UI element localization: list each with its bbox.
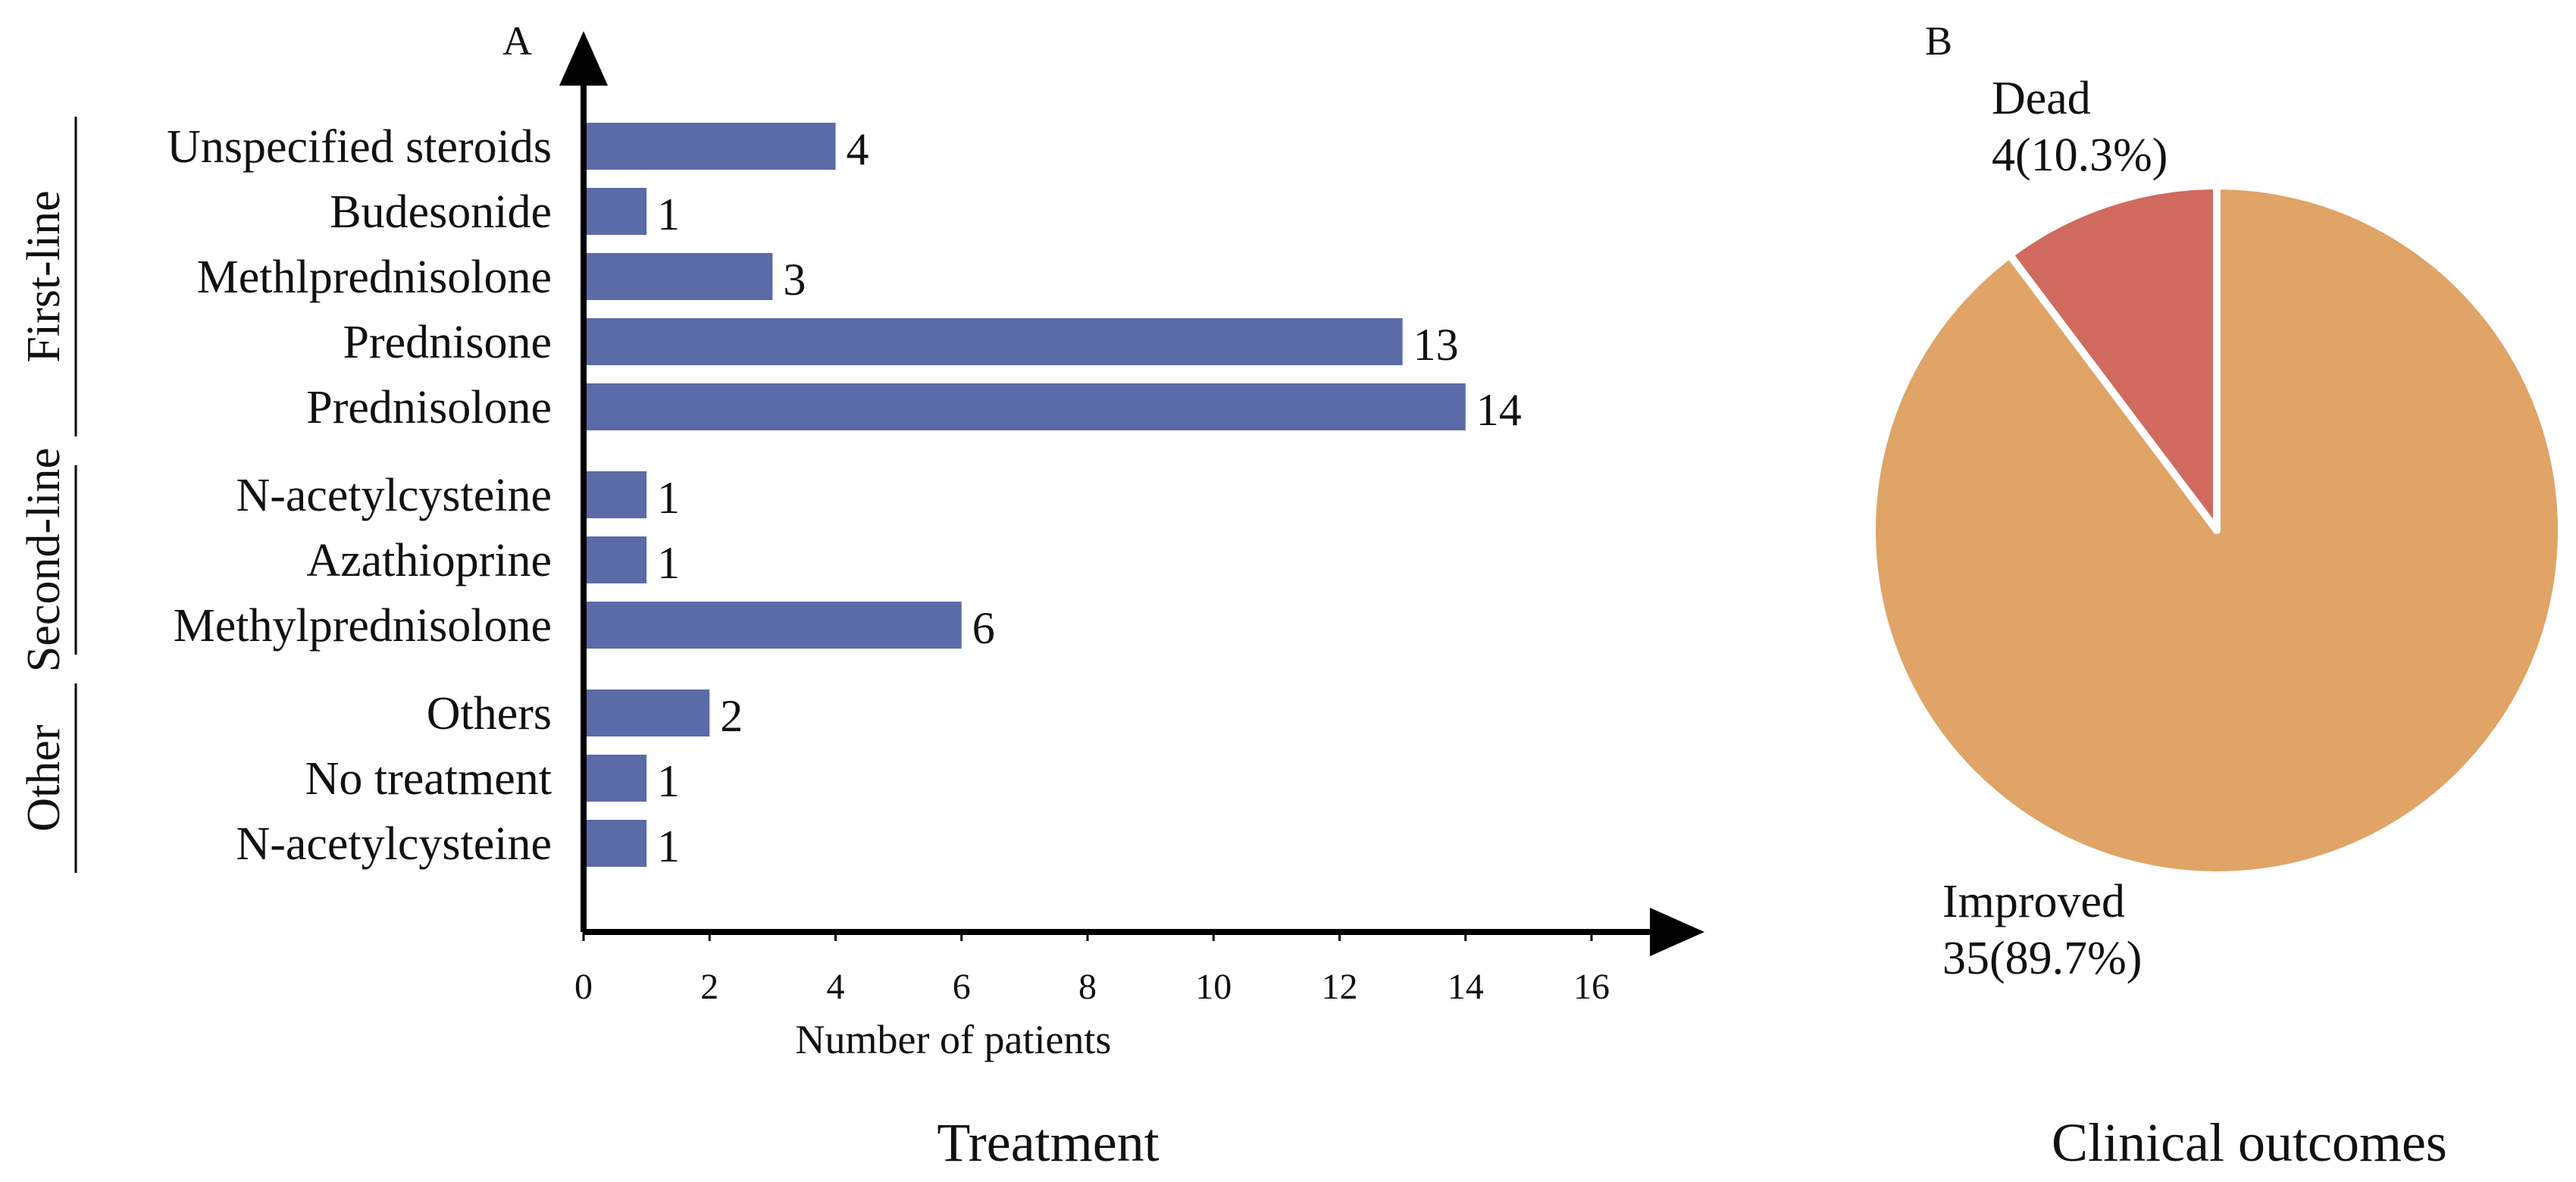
bar <box>584 755 647 802</box>
bar <box>584 690 710 736</box>
bar <box>584 383 1466 430</box>
x-tick-label: 8 <box>1078 967 1097 1007</box>
pie-value-improved: 35(89.7%) <box>1942 933 2142 984</box>
category-label: N-acetylcysteine <box>236 470 552 521</box>
bar <box>584 318 1403 365</box>
value-label: 1 <box>657 538 680 588</box>
value-label: 4 <box>847 124 869 174</box>
pie-label-dead: Dead <box>1992 73 2091 124</box>
x-axis-title: Number of patients <box>796 1017 1112 1062</box>
pie-value-dead: 4(10.3%) <box>1992 130 2168 181</box>
category-label: Methlprednisolone <box>197 252 552 303</box>
value-label: 1 <box>657 189 680 239</box>
pie-label-improved: Improved <box>1942 876 2125 927</box>
panel-b-pie-chart: B Dead 4(10.3%) Improved 35(89.7%) Clini… <box>1868 18 2565 1173</box>
x-tick-label: 4 <box>827 967 845 1007</box>
panel-b-caption: Clinical outcomes <box>2052 1112 2447 1173</box>
group-label: Second-line <box>18 448 70 672</box>
pie-slice-dead <box>2005 182 2221 534</box>
bar <box>584 188 647 235</box>
value-label: 1 <box>657 821 680 871</box>
pie-slices <box>1868 182 2565 879</box>
group-label: First-line <box>18 190 70 362</box>
pie-slice-improved <box>1868 182 2565 879</box>
x-tick-label: 0 <box>574 967 593 1007</box>
category-label: Azathioprine <box>306 535 552 586</box>
bar <box>584 471 647 518</box>
category-label: Budesonide <box>330 186 552 238</box>
value-label: 6 <box>972 603 995 653</box>
panel-a-caption: Treatment <box>937 1112 1159 1173</box>
category-labels: Unspecified steroids Budesonide Methlpredn… <box>167 121 552 870</box>
value-label: 13 <box>1413 320 1459 370</box>
category-label: Prednisone <box>343 317 552 368</box>
group-labels: First-line Second-line Other <box>18 117 77 873</box>
x-tick-label: 2 <box>700 967 718 1007</box>
bar <box>584 820 647 867</box>
group-label: Other <box>18 724 70 832</box>
panel-a-bar-chart: A First-line Second-line Other Unspecified… <box>18 18 1704 1173</box>
bar <box>584 602 962 649</box>
x-tick-label: 16 <box>1573 967 1610 1007</box>
category-label: N-acetylcysteine <box>236 818 552 870</box>
value-label: 14 <box>1476 385 1522 435</box>
value-label: 3 <box>783 255 806 305</box>
value-label: 2 <box>720 691 743 741</box>
category-label: No treatment <box>305 753 552 805</box>
bar <box>584 253 773 300</box>
bars <box>584 123 1466 867</box>
panel-a-letter: A <box>502 18 532 64</box>
panel-b-letter: B <box>1925 18 1952 64</box>
value-label: 1 <box>657 473 680 523</box>
x-tick-label: 6 <box>953 967 971 1007</box>
category-label: Unspecified steroids <box>167 121 552 173</box>
x-tick-label: 14 <box>1448 967 1484 1007</box>
x-ticks: 0 2 4 6 8 10 12 14 16 <box>574 932 1610 1007</box>
x-tick-label: 10 <box>1195 967 1232 1007</box>
category-label: Others <box>427 688 552 740</box>
bar <box>584 123 836 170</box>
value-label: 1 <box>657 756 680 806</box>
category-label: Methylprednisolone <box>174 600 552 652</box>
bar <box>584 536 647 583</box>
category-label: Prednisolone <box>306 382 552 433</box>
x-tick-label: 12 <box>1322 967 1358 1007</box>
